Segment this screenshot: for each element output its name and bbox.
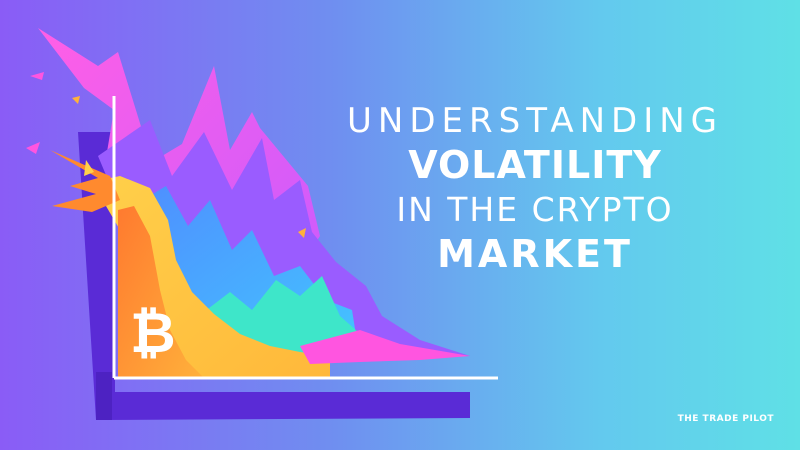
headline: UNDERSTANDING VOLATILITY IN THE CRYPTO M… bbox=[300, 104, 770, 273]
headline-line-4: MARKET bbox=[437, 232, 633, 276]
volatility-chart-illustration: ₿ bbox=[26, 28, 470, 420]
orange-splash bbox=[50, 150, 120, 212]
brand-watermark: THE TRADE PILOT bbox=[677, 414, 774, 424]
headline-line-2: VOLATILITY bbox=[408, 143, 662, 187]
orange-fleck-2 bbox=[298, 228, 306, 238]
magenta-fleck-1 bbox=[30, 72, 44, 80]
headline-line-3: IN THE CRYPTO bbox=[396, 190, 674, 229]
orange-wave bbox=[118, 206, 204, 378]
yellow-splash bbox=[84, 160, 94, 176]
pink-lower-spike bbox=[300, 330, 470, 364]
bitcoin-icon: ₿ bbox=[130, 301, 176, 366]
headline-line-1: UNDERSTANDING bbox=[347, 101, 723, 141]
magenta-fleck-2 bbox=[26, 142, 40, 154]
orange-fleck-1 bbox=[72, 96, 80, 104]
chart-shadow-step bbox=[96, 372, 112, 420]
